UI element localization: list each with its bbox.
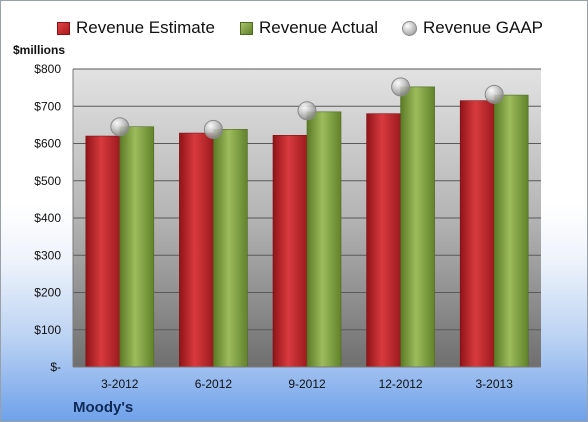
point-revenue-gaap xyxy=(110,117,130,137)
x-tick-label: 12-2012 xyxy=(379,377,423,391)
bar-revenue-estimate xyxy=(366,113,401,368)
bar-revenue-estimate xyxy=(272,135,308,368)
y-tick-label: $- xyxy=(50,360,61,374)
bar-revenue-estimate xyxy=(459,100,495,368)
point-revenue-gaap xyxy=(391,77,411,97)
bar-revenue-estimate xyxy=(85,135,121,368)
bar-revenue-actual xyxy=(119,126,155,368)
legend-marker-actual xyxy=(240,21,253,35)
x-tick-label: 6-2012 xyxy=(195,377,233,391)
bar-revenue-actual xyxy=(493,94,529,368)
legend-marker-estimate xyxy=(57,21,70,35)
bar-revenue-estimate xyxy=(179,132,214,368)
legend-label-estimate: Revenue Estimate xyxy=(76,18,215,37)
y-tick-label: $300 xyxy=(34,248,61,262)
y-tick-label: $100 xyxy=(34,323,61,337)
legend-item-gaap: Revenue GAAP xyxy=(402,15,543,41)
legend-item-estimate: Revenue Estimate xyxy=(57,15,215,41)
y-tick-label: $400 xyxy=(34,211,61,225)
y-tick-label: $500 xyxy=(34,174,61,188)
bar-revenue-actual xyxy=(213,129,248,368)
legend-item-actual: Revenue Actual xyxy=(240,15,378,41)
company-name: Moody's xyxy=(73,399,134,416)
bar-revenue-actual xyxy=(400,86,435,368)
x-tick-label: 3-2012 xyxy=(101,377,139,391)
y-tick-label: $700 xyxy=(34,99,61,113)
x-tick-label: 3-2013 xyxy=(476,377,514,391)
legend-label-gaap: Revenue GAAP xyxy=(423,18,544,37)
legend: Revenue Estimate Revenue Actual Revenue … xyxy=(1,15,587,41)
point-revenue-gaap xyxy=(297,101,317,121)
y-tick-label: $600 xyxy=(34,137,61,151)
point-revenue-gaap xyxy=(203,119,223,139)
point-revenue-gaap xyxy=(484,84,504,104)
legend-label-actual: Revenue Actual xyxy=(259,18,379,37)
bar-revenue-actual xyxy=(306,111,342,368)
y-axis-unit-label: $millions xyxy=(13,43,66,57)
y-tick-label: $200 xyxy=(34,286,61,300)
legend-marker-gaap xyxy=(402,20,417,36)
x-tick-label: 9-2012 xyxy=(288,377,326,391)
y-tick-label: $800 xyxy=(34,62,61,76)
